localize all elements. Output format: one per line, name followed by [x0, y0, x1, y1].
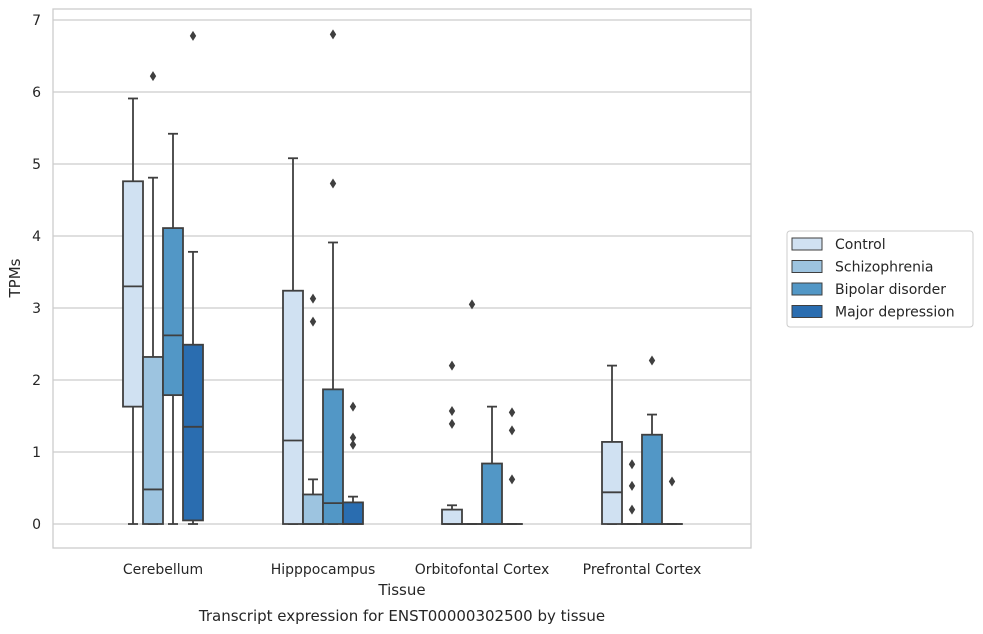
- box-major-depression: [501, 407, 523, 525]
- x-tick-labels: Cerebellum Hipppocampus Orbitofontal Corte…: [123, 562, 701, 578]
- y-axis-label: TPMs: [6, 258, 24, 298]
- y-tick-label: 4: [32, 229, 41, 245]
- y-tick-labels: 0 1 2 3 4 5 6 7: [32, 13, 41, 533]
- box-bipolar-disorder: [162, 132, 184, 525]
- outlier-point: [309, 316, 317, 327]
- box-schizophrenia: [461, 299, 483, 525]
- box-schizophrenia: [302, 293, 324, 525]
- x-axis-label: Tissue: [377, 581, 425, 599]
- box-iqr: [322, 388, 344, 525]
- y-tick-label: 6: [32, 85, 41, 101]
- box-iqr: [342, 501, 364, 525]
- box-control: [282, 157, 304, 525]
- box-iqr: [122, 180, 144, 408]
- outlier-point: [648, 355, 656, 366]
- outlier-point: [329, 178, 337, 189]
- legend-swatch: [791, 260, 823, 273]
- box-iqr: [601, 441, 623, 525]
- outlier-point: [628, 459, 636, 470]
- outlier-point: [448, 405, 456, 416]
- y-tick-label: 1: [32, 445, 41, 461]
- outlier-point: [349, 401, 357, 412]
- outlier-point: [508, 425, 516, 436]
- legend-label: Major depression: [835, 305, 955, 321]
- chart-caption: Transcript expression for ENST0000030250…: [198, 607, 605, 625]
- box-control: [441, 360, 463, 525]
- legend-swatch: [791, 305, 823, 318]
- legend-swatch: [791, 237, 823, 251]
- outlier-point: [668, 476, 676, 487]
- box-iqr: [162, 227, 184, 397]
- x-tick-label: Hipppocampus: [271, 562, 376, 578]
- x-tick-label: Prefrontal Cortex: [583, 562, 702, 578]
- box-major-depression: [661, 476, 683, 525]
- x-tick-label: Orbitofontal Cortex: [415, 562, 550, 578]
- y-tick-label: 7: [32, 13, 41, 29]
- box-major-depression: [182, 30, 204, 525]
- legend: Control Schizophrenia Bipolar disorder Majo…: [786, 230, 974, 328]
- box-iqr: [142, 356, 164, 525]
- outlier-point: [349, 432, 357, 443]
- outlier-point: [149, 71, 157, 82]
- legend-swatch: [791, 282, 823, 296]
- box-major-depression: [342, 401, 364, 525]
- outlier-point: [448, 360, 456, 371]
- box-series: [122, 29, 683, 525]
- box-schizophrenia: [621, 459, 643, 525]
- outlier-point: [508, 474, 516, 485]
- box-bipolar-disorder: [481, 405, 503, 525]
- legend-label: Schizophrenia: [835, 260, 933, 276]
- box-control: [122, 97, 144, 525]
- outlier-point: [508, 407, 516, 418]
- x-tick-label: Cerebellum: [123, 562, 203, 578]
- outlier-point: [448, 418, 456, 429]
- y-tick-label: 5: [32, 157, 41, 173]
- box-iqr: [641, 433, 663, 525]
- legend-label: Bipolar disorder: [835, 282, 946, 298]
- outlier-point: [189, 30, 197, 41]
- box-iqr: [481, 462, 503, 525]
- legend-frame: [786, 230, 974, 328]
- outlier-point: [628, 504, 636, 515]
- y-tick-label: 2: [32, 373, 41, 389]
- box-iqr: [182, 343, 204, 522]
- outlier-point: [628, 480, 636, 491]
- plot-frame: [52, 8, 752, 549]
- box-iqr: [282, 289, 304, 525]
- box-bipolar-disorder: [322, 29, 344, 525]
- legend-label: Control: [835, 237, 886, 253]
- box-iqr: [441, 508, 463, 525]
- y-tick-label: 0: [32, 517, 41, 533]
- box-bipolar-disorder: [641, 355, 663, 525]
- outlier-point: [309, 293, 317, 304]
- outlier-point: [349, 439, 357, 450]
- outlier-point: [468, 299, 476, 310]
- box-iqr: [302, 493, 324, 525]
- outlier-point: [329, 29, 337, 40]
- box-control: [601, 364, 623, 525]
- y-tick-label: 3: [32, 301, 41, 317]
- box-schizophrenia: [142, 71, 164, 525]
